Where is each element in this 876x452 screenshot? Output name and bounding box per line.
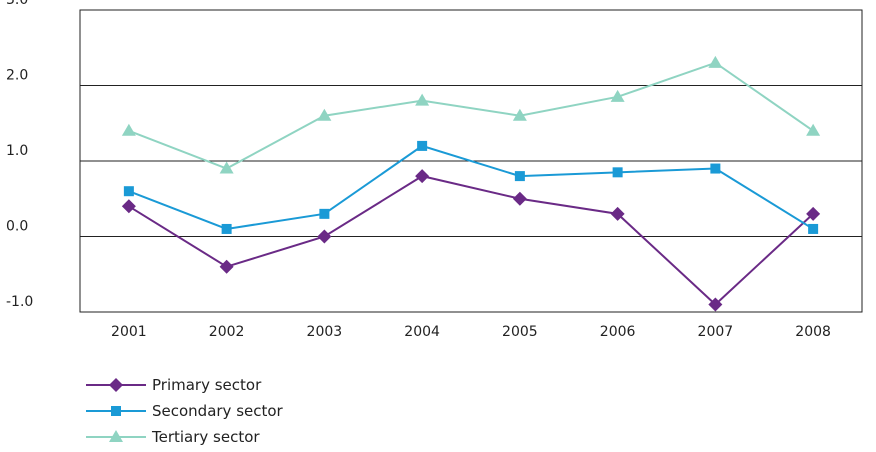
x-tick-label: 2006 <box>600 324 636 340</box>
series-primary-sector <box>121 169 821 312</box>
legend-label: Secondary sector <box>152 402 283 420</box>
x-tick-label: 2002 <box>209 324 245 340</box>
data-point <box>415 169 430 184</box>
x-tick-label: 2003 <box>307 324 343 340</box>
legend-marker <box>111 406 121 416</box>
y-tick-label: 0.0 <box>6 219 28 235</box>
data-point <box>610 206 625 221</box>
data-point <box>121 123 136 136</box>
data-point <box>219 161 234 174</box>
data-point <box>317 108 332 121</box>
legend-item: Secondary sector <box>84 398 283 424</box>
data-point <box>514 171 525 182</box>
x-tick-label: 2005 <box>502 324 538 340</box>
line-chart: -1.00.01.02.03.0 2001 2002 2003 2004 2005 200… <box>6 0 863 340</box>
y-tick-label: 3.0 <box>6 0 28 8</box>
legend-marker <box>109 430 123 442</box>
series-secondary-sector <box>123 140 819 234</box>
series-line <box>128 175 814 306</box>
data-point <box>221 223 232 234</box>
data-point <box>317 229 332 244</box>
data-point <box>512 108 527 121</box>
legend-item: Tertiary sector <box>84 424 283 450</box>
data-point <box>319 208 330 219</box>
y-tick-label: 2.0 <box>6 68 28 84</box>
data-point <box>417 140 428 151</box>
x-axis-ticks: 2001 2002 2003 2004 2005 2006 2007 2008 <box>111 324 831 340</box>
data-point <box>219 259 234 274</box>
gridlines <box>79 9 863 313</box>
data-point <box>612 167 623 178</box>
series-lines <box>121 55 821 312</box>
data-point <box>123 186 134 197</box>
x-tick-label: 2007 <box>698 324 734 340</box>
series-tertiary-sector <box>121 55 821 174</box>
data-point <box>808 223 819 234</box>
data-point <box>708 297 723 312</box>
data-point <box>610 89 625 102</box>
data-point <box>710 163 721 174</box>
legend-swatch <box>86 430 146 442</box>
x-tick-label: 2008 <box>795 324 831 340</box>
data-point <box>708 55 723 68</box>
legend-label: Primary sector <box>152 376 262 394</box>
y-axis-ticks: -1.0 0.0 1.0 2.0 3.0 <box>6 0 33 310</box>
legend-item: Primary sector <box>84 372 283 398</box>
legend-label: Tertiary sector <box>152 428 260 446</box>
legend-swatch <box>86 378 146 392</box>
y-tick-label: 1.0 <box>6 143 28 159</box>
x-tick-label: 2001 <box>111 324 147 340</box>
y-tick-label: -1.0 <box>6 294 33 310</box>
data-point <box>512 191 527 206</box>
data-point <box>806 206 821 221</box>
legend-marker <box>109 378 123 392</box>
data-point <box>806 123 821 136</box>
series-line <box>128 144 814 230</box>
legend: Primary sector Secondary sector Tertiary s… <box>84 372 283 450</box>
data-point <box>121 199 136 214</box>
data-point <box>415 93 430 106</box>
series-line <box>128 61 814 170</box>
x-tick-label: 2004 <box>404 324 440 340</box>
legend-swatch <box>86 406 146 416</box>
